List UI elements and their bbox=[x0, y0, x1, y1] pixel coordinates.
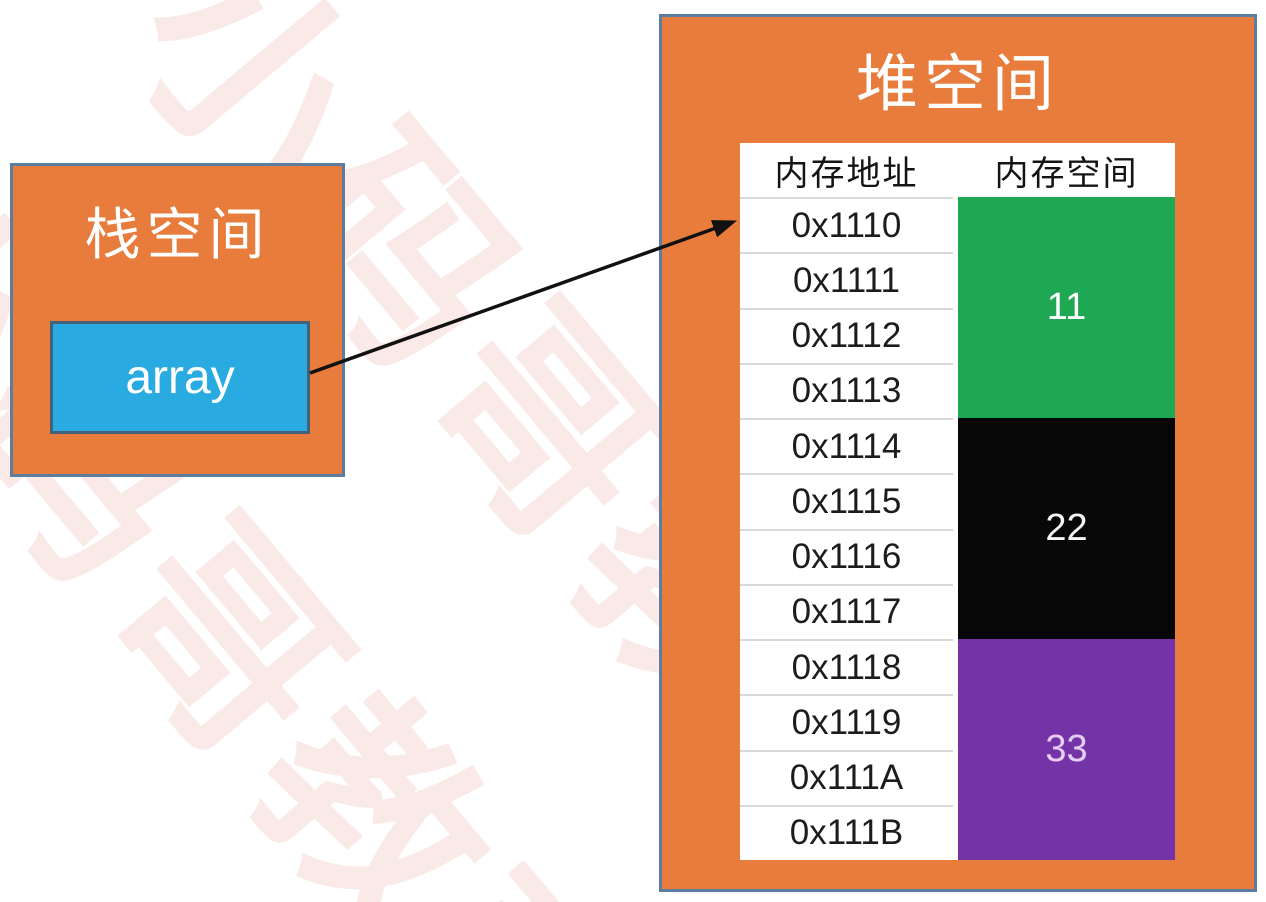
address-cell: 0x1118 bbox=[740, 639, 953, 695]
memory-space-header: 内存空间 bbox=[958, 143, 1175, 197]
array-variable-box: array bbox=[50, 321, 310, 434]
memory-address-header: 内存地址 bbox=[740, 143, 953, 197]
address-cell: 0x1112 bbox=[740, 307, 953, 363]
memory-table: 内存地址 0x1110 0x1111 0x1112 0x1113 0x1114 … bbox=[740, 143, 1175, 860]
address-cell: 0x1117 bbox=[740, 583, 953, 639]
value-block-11: 11 bbox=[958, 197, 1175, 418]
pointer-arrow-line bbox=[309, 220, 738, 375]
stack-space-title: 栈空间 bbox=[84, 203, 271, 268]
address-cell: 0x1119 bbox=[740, 694, 953, 750]
address-cell: 0x111A bbox=[740, 749, 953, 805]
memory-value-column: 内存空间 11 22 33 bbox=[958, 143, 1175, 860]
address-cell: 0x1110 bbox=[740, 197, 953, 253]
address-cell: 0x1115 bbox=[740, 473, 953, 529]
address-cell: 0x111B bbox=[740, 804, 953, 860]
address-cell: 0x1114 bbox=[740, 418, 953, 474]
address-cell: 0x1116 bbox=[740, 528, 953, 584]
stack-space-box: 栈空间 array bbox=[10, 163, 345, 477]
heap-space-title: 堆空间 bbox=[855, 47, 1060, 120]
address-cell: 0x1111 bbox=[740, 252, 953, 308]
value-block-22: 22 bbox=[958, 418, 1175, 639]
address-cell: 0x1113 bbox=[740, 362, 953, 418]
array-variable-label: array bbox=[125, 351, 235, 404]
memory-address-column: 内存地址 0x1110 0x1111 0x1112 0x1113 0x1114 … bbox=[740, 143, 953, 860]
value-block-33: 33 bbox=[958, 639, 1175, 860]
heap-space-box: 堆空间 内存地址 0x1110 0x1111 0x1112 0x1113 0x1… bbox=[659, 14, 1257, 892]
